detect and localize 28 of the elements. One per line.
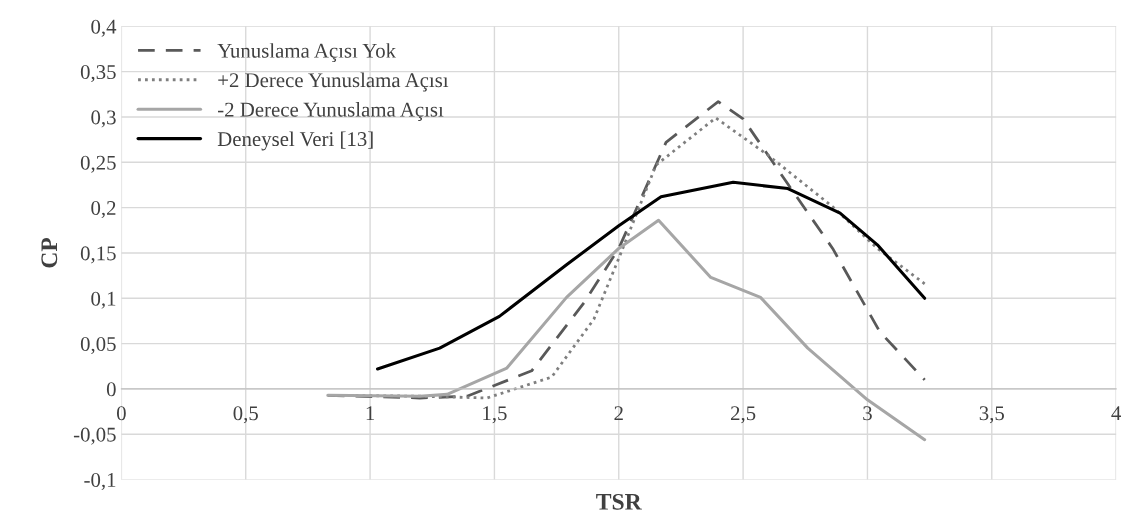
legend-label: -2 Derece Yunuslama Açısı <box>218 102 444 121</box>
y-tick-label: -0,1 <box>84 472 116 490</box>
y-tick-label: 0,1 <box>91 291 116 309</box>
line-series <box>326 218 927 442</box>
y-tick-label: 0,2 <box>91 201 116 219</box>
x-tick-label: 3 <box>863 406 872 421</box>
legend-label: Deneysel Veri [13] <box>217 131 373 151</box>
y-tick-label: 0,3 <box>91 110 116 128</box>
y-tick-label: 0,4 <box>91 19 117 37</box>
x-tick-label: 3,5 <box>979 406 1004 424</box>
y-tick-label: 0,25 <box>80 155 116 173</box>
legend-label: +2 Derece Yunuslama Açısı <box>218 72 449 92</box>
y-tick-label: 0,35 <box>80 65 116 83</box>
y-tick-label: 0 <box>106 382 116 397</box>
x-tick-label: 4 <box>1111 406 1122 421</box>
x-axis-title: TSR <box>596 493 642 510</box>
x-tick-label: 2 <box>614 406 623 421</box>
x-tick-label: 1,5 <box>483 406 507 424</box>
line-series <box>376 180 927 371</box>
x-tick-label: 2,5 <box>731 406 756 424</box>
y-tick-label: -0,05 <box>73 427 116 445</box>
y-tick-label: 0,15 <box>80 246 116 264</box>
y-axis-title: CP <box>41 237 58 268</box>
y-tick-label: 0,05 <box>80 336 116 355</box>
x-tick-label: 0,5 <box>233 406 258 424</box>
x-tick-label: 0 <box>116 406 126 421</box>
legend-label: Yunuslama Açısı Yok <box>217 43 397 63</box>
x-tick-label: 1 <box>366 406 375 421</box>
